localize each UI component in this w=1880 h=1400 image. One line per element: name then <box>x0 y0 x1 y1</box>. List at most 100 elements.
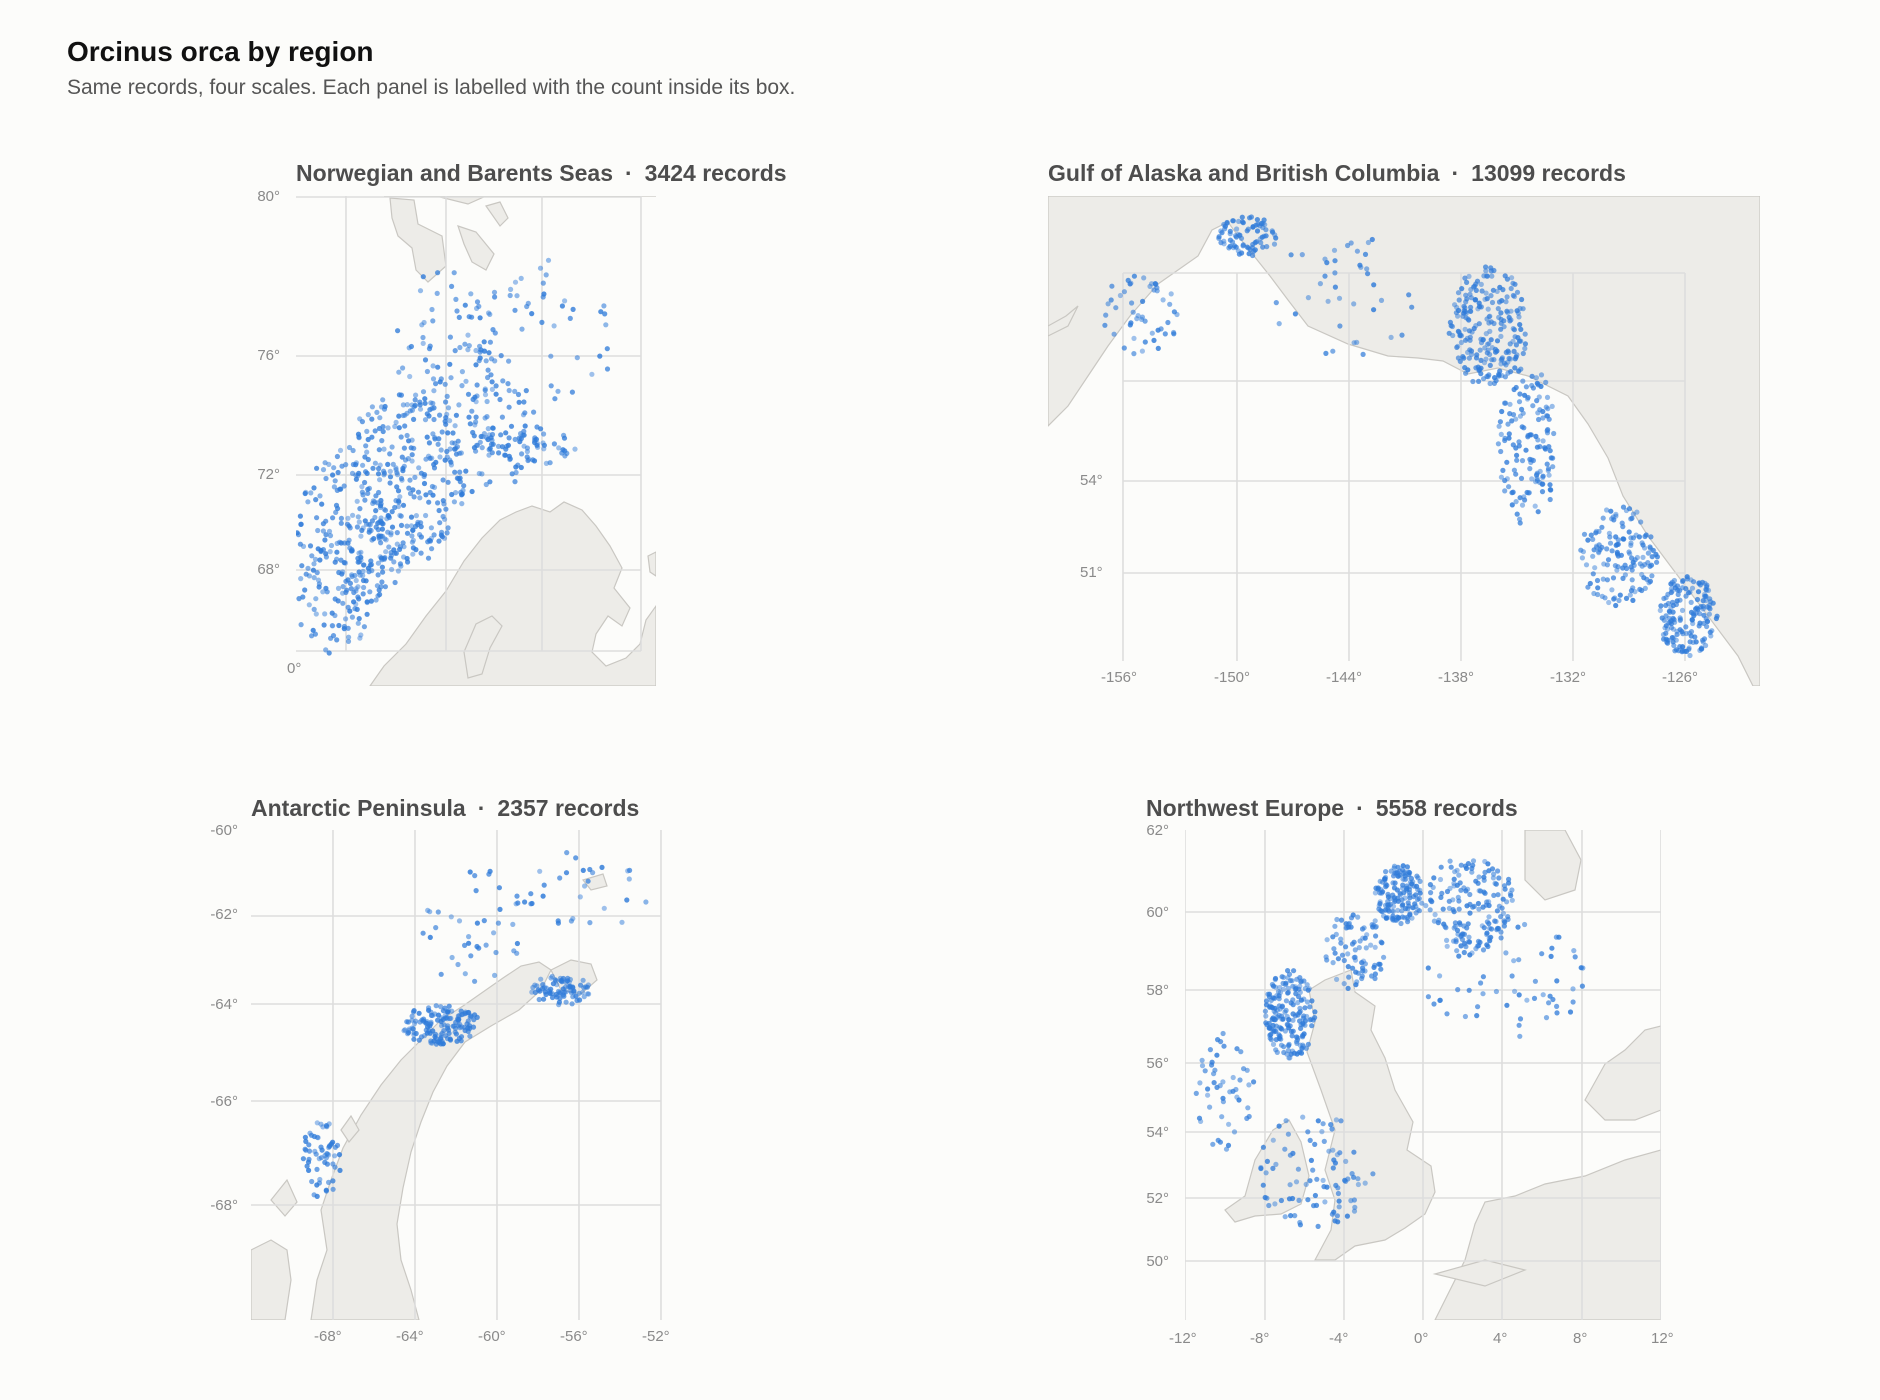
occurrence-point <box>1444 943 1450 949</box>
occurrence-point <box>379 520 385 527</box>
occurrence-point <box>1498 448 1504 455</box>
occurrence-point <box>424 368 430 375</box>
occurrence-point <box>1314 1176 1320 1182</box>
occurrence-point <box>1488 293 1494 299</box>
occurrence-point <box>549 991 555 997</box>
occurrence-point <box>1360 351 1366 357</box>
map-norway[interactable] <box>296 196 656 686</box>
occurrence-point <box>1588 532 1594 538</box>
occurrence-point <box>385 461 391 467</box>
occurrence-point <box>342 560 349 566</box>
occurrence-point <box>313 611 319 617</box>
occurrence-point <box>400 540 406 546</box>
occurrence-point <box>322 460 328 466</box>
occurrence-point <box>520 432 526 438</box>
occurrence-point <box>400 412 406 419</box>
occurrence-point <box>404 402 410 408</box>
occurrence-point <box>1490 287 1496 293</box>
occurrence-point <box>1683 593 1689 599</box>
occurrence-point <box>323 532 329 538</box>
occurrence-point <box>1324 957 1330 963</box>
occurrence-point <box>493 383 499 389</box>
occurrence-point <box>1287 1152 1293 1158</box>
map-alaska[interactable] <box>1048 196 1760 686</box>
occurrence-point <box>1540 992 1546 998</box>
occurrence-point <box>426 1005 432 1011</box>
occurrence-point <box>1298 979 1304 985</box>
occurrence-point <box>365 490 371 496</box>
occurrence-point <box>378 555 385 561</box>
occurrence-point <box>1595 591 1601 598</box>
occurrence-point <box>1139 316 1145 322</box>
occurrence-point <box>1484 919 1490 925</box>
occurrence-point <box>524 448 530 455</box>
occurrence-point <box>526 456 532 462</box>
occurrence-point <box>1516 439 1522 445</box>
occurrence-point <box>1510 326 1516 332</box>
occurrence-point <box>1508 369 1514 375</box>
occurrence-point <box>1307 1004 1313 1010</box>
occurrence-point <box>345 515 351 521</box>
occurrence-point <box>1139 314 1145 320</box>
occurrence-point <box>369 434 375 440</box>
title-separator: · <box>625 160 633 186</box>
y-tick-label: 80° <box>257 188 280 205</box>
occurrence-point <box>1335 1219 1341 1225</box>
occurrence-point <box>423 1027 429 1033</box>
occurrence-point <box>1431 875 1437 881</box>
occurrence-point <box>1363 945 1369 951</box>
occurrence-point <box>398 522 405 528</box>
occurrence-point <box>485 374 491 381</box>
occurrence-point <box>564 850 570 856</box>
occurrence-point <box>440 477 446 483</box>
occurrence-point <box>411 416 417 422</box>
occurrence-point <box>448 462 454 468</box>
occurrence-point <box>522 899 528 905</box>
occurrence-point <box>427 934 433 940</box>
x-tick-label: 0° <box>287 660 302 677</box>
map-nweurope[interactable] <box>1185 830 1661 1320</box>
occurrence-point <box>1553 934 1559 940</box>
occurrence-point <box>313 596 319 602</box>
occurrence-point <box>1673 647 1680 653</box>
occurrence-point <box>428 1038 434 1044</box>
occurrence-point <box>1369 236 1375 243</box>
occurrence-point <box>473 442 480 448</box>
occurrence-point <box>360 577 367 584</box>
occurrence-point <box>1397 868 1403 874</box>
occurrence-point <box>1475 900 1481 907</box>
occurrence-point <box>467 421 473 427</box>
occurrence-point <box>1508 285 1514 292</box>
occurrence-point <box>1332 270 1338 276</box>
occurrence-point <box>420 340 426 346</box>
occurrence-point <box>1523 447 1529 453</box>
occurrence-point <box>427 455 433 461</box>
occurrence-point <box>1412 901 1418 907</box>
occurrence-point <box>1221 221 1227 228</box>
occurrence-point <box>1459 286 1465 292</box>
occurrence-point <box>1467 901 1473 907</box>
occurrence-point <box>448 1015 454 1021</box>
occurrence-point <box>1498 333 1504 339</box>
occurrence-point <box>1473 355 1480 361</box>
occurrence-point <box>1474 278 1481 284</box>
occurrence-point <box>332 1153 338 1159</box>
occurrence-point <box>354 524 360 530</box>
occurrence-point <box>373 508 379 514</box>
occurrence-point <box>1494 908 1500 914</box>
occurrence-point <box>356 550 362 556</box>
occurrence-point <box>587 920 593 926</box>
occurrence-point <box>1276 1123 1282 1129</box>
occurrence-point <box>1524 997 1530 1003</box>
occurrence-point <box>1454 344 1460 350</box>
occurrence-point <box>435 364 441 370</box>
occurrence-point <box>452 348 458 354</box>
occurrence-point <box>1451 925 1457 931</box>
occurrence-point <box>1218 1039 1224 1045</box>
occurrence-point <box>1407 911 1413 917</box>
occurrence-point <box>1313 1202 1320 1208</box>
occurrence-point <box>548 383 554 389</box>
occurrence-point <box>1417 878 1423 884</box>
occurrence-point <box>433 1003 439 1009</box>
map-antarctic[interactable] <box>251 830 711 1320</box>
